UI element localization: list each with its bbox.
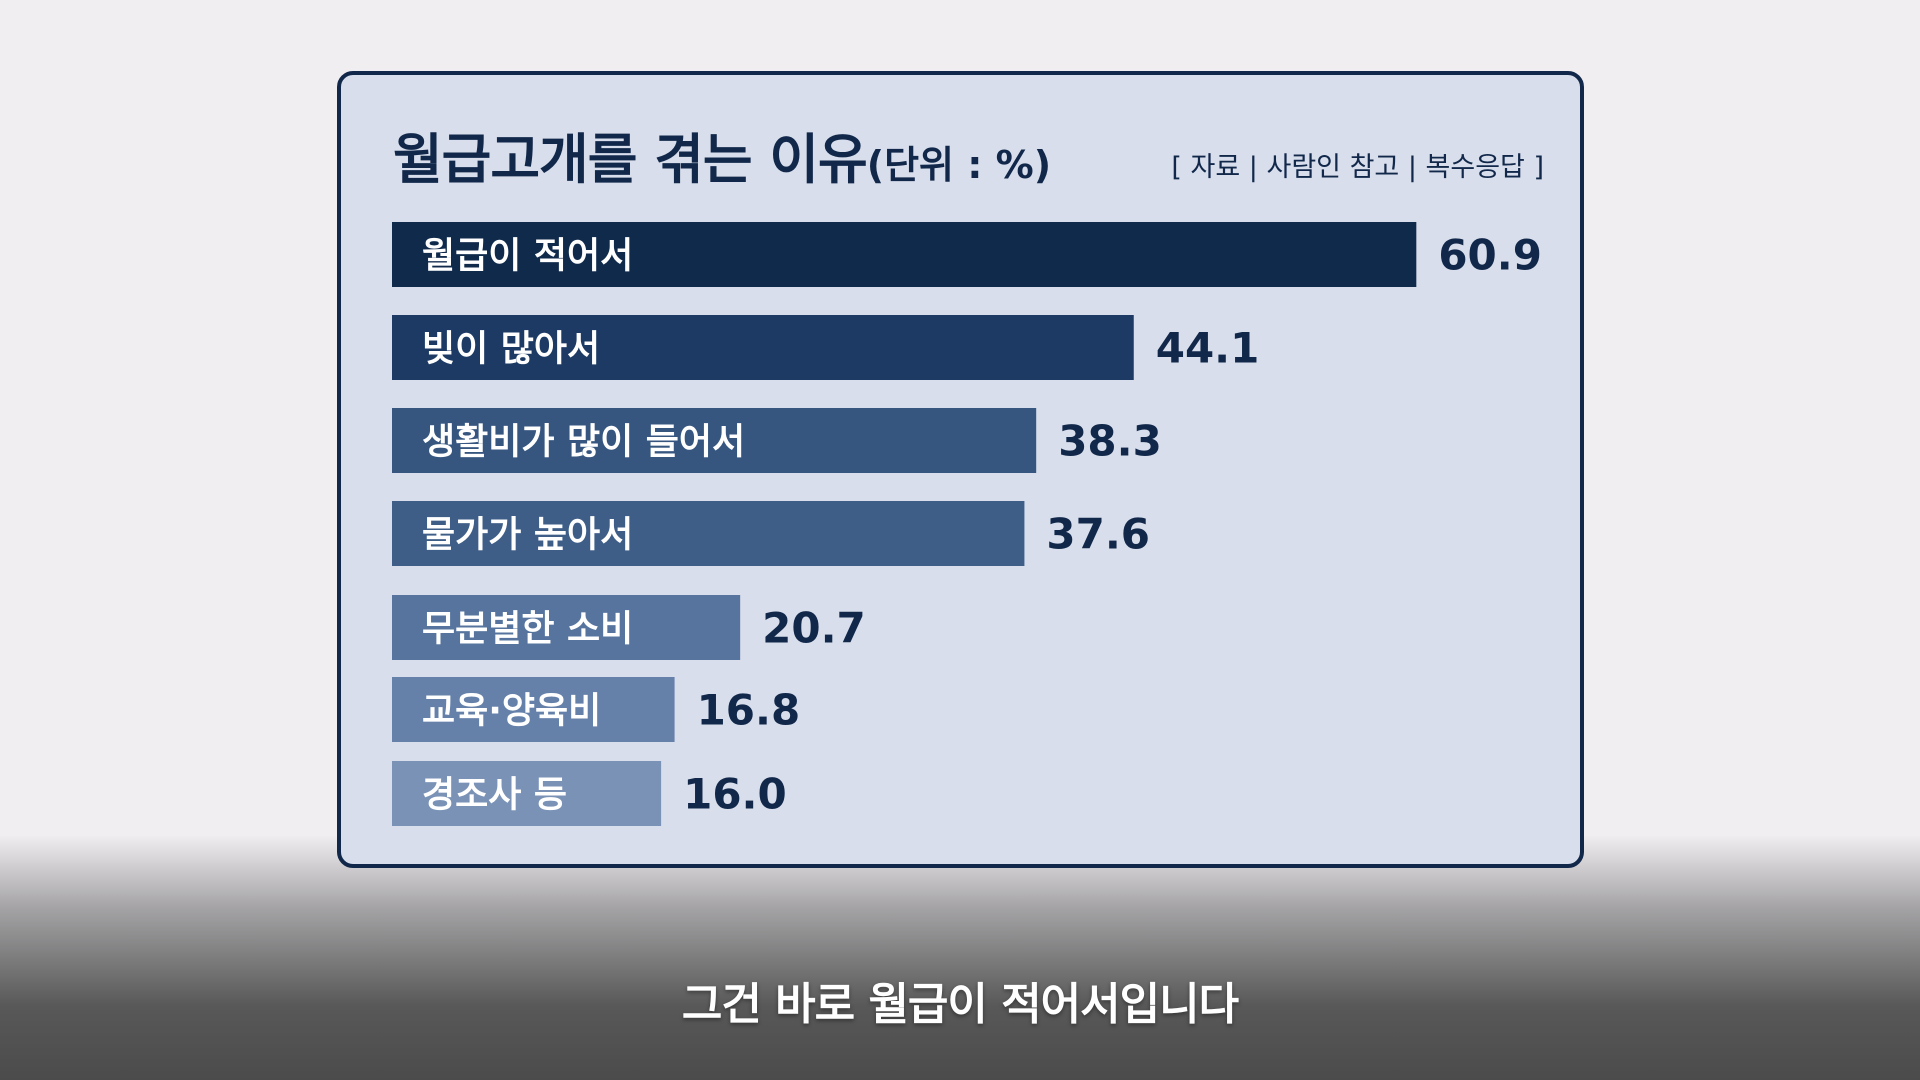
bar-category-label: 빚이 많아서 (422, 329, 600, 370)
bar-value-label: 60.9 (1438, 231, 1542, 280)
bar-category-label: 생활비가 많이 들어서 (422, 422, 745, 463)
bar-category-label: 무분별한 소비 (422, 609, 633, 650)
bar-5 (392, 595, 741, 660)
bar-category-label: 물가가 높아서 (422, 515, 633, 556)
chart-title: 월급고개를 겪는 이유(단위 : %) (393, 115, 1051, 194)
source-label: [ 자료 | 사람인 참고 | 복수응답 ] (1171, 152, 1544, 183)
chart-card: 월급고개를 겪는 이유(단위 : %) [ 자료 | 사람인 참고 | 복수응답… (337, 71, 1584, 868)
bar-2 (392, 315, 1134, 380)
bar-value-label: 44.1 (1156, 324, 1260, 373)
bar-category-label: 월급이 적어서 (422, 236, 633, 277)
chart-title-text: 월급고개를 겪는 이유 (393, 128, 868, 191)
bar-value-label: 38.3 (1058, 417, 1162, 466)
bar-value-label: 16.8 (697, 686, 801, 735)
bar-1 (392, 222, 1417, 287)
bar-value-label: 37.6 (1046, 510, 1150, 559)
bar-6 (392, 677, 675, 742)
bottom-shade (0, 835, 1920, 1080)
bar-category-label: 경조사 등 (422, 775, 567, 816)
bar-3 (392, 408, 1037, 473)
unit-label: (단위 : %) (866, 143, 1052, 187)
caption-subtitle: 그건 바로 월급이 적어서입니다 (681, 979, 1239, 1030)
bar-value-label: 16.0 (683, 770, 787, 819)
bar-category-label: 교육·양육비 (422, 691, 601, 732)
bar-value-label: 20.7 (762, 604, 866, 653)
bar-4 (392, 501, 1025, 566)
bar-7 (392, 761, 662, 826)
bar-chart: 월급이 적어서 60.9 빚이 많아서 44.1 생활비가 많이 들어서 38.3 물가가 … (392, 222, 1542, 826)
